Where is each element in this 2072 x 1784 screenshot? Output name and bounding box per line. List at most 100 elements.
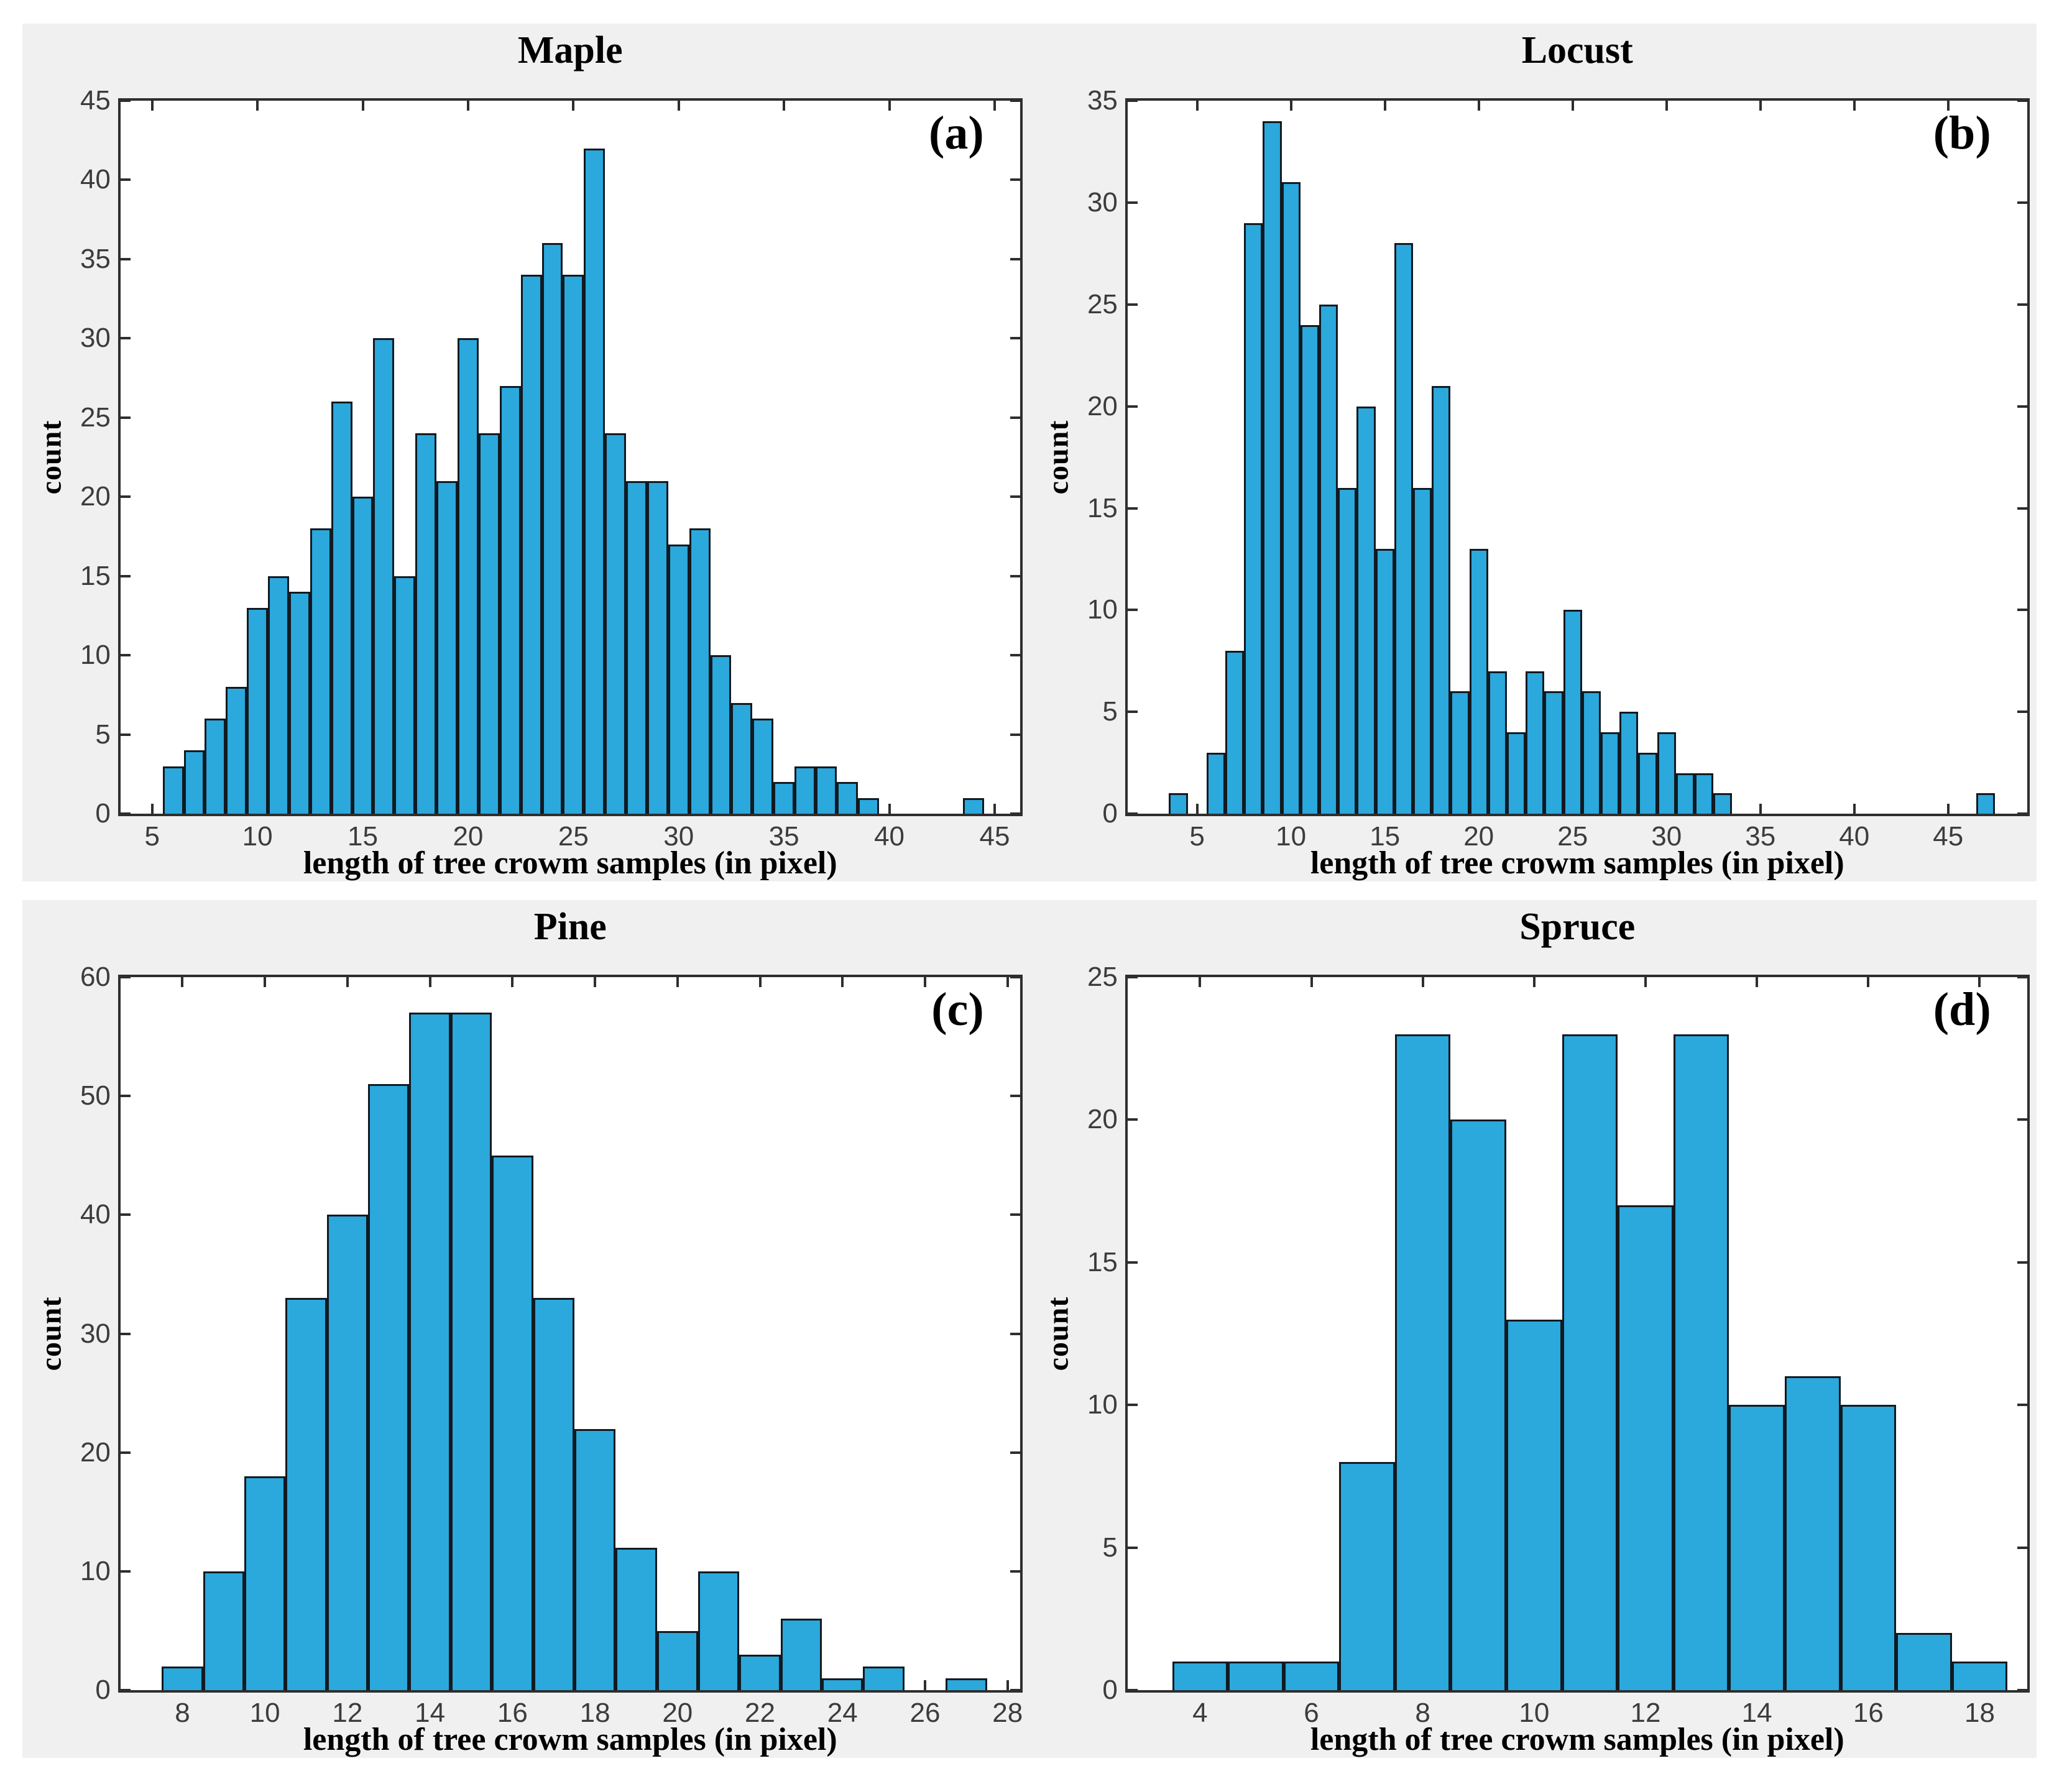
- histogram-bar: [541, 243, 563, 814]
- y-tick: [1127, 1118, 1138, 1121]
- histogram-bar: [1582, 691, 1601, 814]
- histogram-bar: [1263, 121, 1282, 814]
- histogram-bar: [162, 1666, 203, 1691]
- histogram-bar: [1544, 691, 1563, 814]
- x-tick-top: [264, 977, 267, 988]
- histogram-bar: [1488, 671, 1507, 814]
- histogram-bar: [1506, 1319, 1562, 1691]
- x-tick-label: 14: [415, 1698, 446, 1729]
- histogram-bar: [1695, 773, 1714, 814]
- x-tick-top: [783, 101, 786, 111]
- histogram-bar: [1619, 712, 1639, 814]
- x-tick-label: 25: [1557, 821, 1588, 852]
- x-tick-label: 5: [144, 821, 160, 852]
- histogram-bar: [492, 1155, 533, 1691]
- y-tick: [1127, 1689, 1138, 1692]
- panel-pine: Pine count (c) 8 10 12 14 16 18 20 22 24 26 28 0 10 2…: [22, 900, 1029, 1758]
- x-tick-label: 14: [1741, 1698, 1772, 1729]
- y-tick: [1127, 976, 1138, 979]
- plot-area: (c) 8 10 12 14 16 18 20 22 24 26 28 0 10 20 30 40 50 60: [80, 962, 1023, 1728]
- x-tick-top: [361, 101, 364, 111]
- histogram-bar: [1206, 752, 1225, 814]
- histogram-bar: [1172, 1662, 1228, 1691]
- x-tick-top: [1853, 101, 1856, 111]
- histogram-bar: [1300, 324, 1319, 814]
- x-tick-top: [150, 101, 154, 111]
- x-tick-top: [1477, 101, 1480, 111]
- y-tick: [120, 976, 131, 979]
- x-axis-label: length of tree crowm samples (in pixel): [303, 1722, 837, 1758]
- histogram-bar: [752, 719, 774, 814]
- y-tick-label: 10: [1087, 1389, 1118, 1420]
- histogram-bar: [1432, 385, 1451, 814]
- histogram-bar: [1563, 610, 1582, 814]
- x-tick-label: 45: [979, 821, 1010, 852]
- y-tick-right: [2017, 99, 2027, 103]
- histogram-bar: [1169, 793, 1188, 814]
- x-tick-top: [1571, 101, 1574, 111]
- histogram-bar: [773, 782, 795, 814]
- panel-spruce: Spruce count (d) 4 6 8 10 12 14 16 18 0 5 10 15 20 25…: [1029, 900, 2037, 1758]
- histogram-bar: [731, 702, 753, 814]
- histogram-bar: [368, 1084, 410, 1691]
- y-tick-right: [2017, 1261, 2027, 1264]
- histogram-bar: [268, 576, 289, 814]
- y-tick-right: [2017, 1118, 2027, 1121]
- histogram-bar: [863, 1666, 905, 1691]
- y-tick: [1127, 201, 1138, 204]
- histogram-bar: [1283, 1662, 1340, 1691]
- y-tick-label: 45: [80, 85, 111, 116]
- histogram-bar: [1375, 549, 1394, 814]
- y-tick: [120, 1570, 131, 1573]
- y-tick-right: [1010, 1570, 1020, 1573]
- histogram-bar: [1356, 406, 1376, 814]
- x-tick-top: [511, 977, 514, 988]
- y-tick: [1127, 609, 1138, 612]
- y-tick: [1127, 99, 1138, 103]
- y-tick: [120, 1451, 131, 1454]
- y-tick-right: [1010, 1332, 1020, 1335]
- y-tick: [1127, 1261, 1138, 1264]
- y-tick-right: [1010, 337, 1020, 340]
- x-tick: [1195, 804, 1199, 814]
- x-tick-top: [1532, 977, 1536, 988]
- y-tick: [120, 178, 131, 182]
- histogram-bar: [1673, 1034, 1729, 1691]
- histogram-bar: [373, 338, 395, 814]
- x-tick-label: 25: [558, 821, 589, 852]
- x-tick: [150, 804, 154, 814]
- histogram-bar: [1394, 243, 1413, 814]
- x-tick-label: 24: [827, 1698, 858, 1729]
- x-tick: [888, 804, 891, 814]
- histogram-bar: [520, 275, 542, 814]
- histogram-bar: [1562, 1034, 1618, 1691]
- histogram-bar: [183, 750, 205, 814]
- x-tick-label: 15: [348, 821, 378, 852]
- y-axis-label: count: [25, 98, 77, 816]
- y-tick-label: 20: [80, 481, 111, 512]
- histogram-bar: [668, 544, 689, 814]
- y-tick-label: 0: [1102, 1675, 1118, 1706]
- histogram-bar: [1394, 1034, 1451, 1691]
- y-tick-right: [1010, 178, 1020, 182]
- histogram-bar: [1450, 1120, 1507, 1691]
- y-tick: [120, 574, 131, 577]
- y-tick-label: 0: [95, 798, 111, 829]
- corner-label: (c): [931, 983, 984, 1036]
- y-tick: [1127, 710, 1138, 714]
- y-tick-label: 0: [1102, 798, 1118, 829]
- histogram-bar: [815, 766, 837, 814]
- histogram-bar: [1729, 1405, 1785, 1691]
- x-tick-top: [1665, 101, 1668, 111]
- x-tick: [1006, 1680, 1009, 1691]
- histogram-bar: [326, 1215, 369, 1691]
- panel-locust: Locust count (b) 5 10 15 20 25 30 35 40 45 0 5 10 15…: [1029, 24, 2037, 881]
- x-tick-top: [1756, 977, 1759, 988]
- y-tick-right: [2017, 201, 2027, 204]
- histogram-bar: [1228, 1662, 1284, 1691]
- histogram-bar: [1339, 1462, 1395, 1691]
- chart-title: Maple: [517, 29, 623, 71]
- y-tick: [120, 1095, 131, 1098]
- y-tick-right: [2017, 1404, 2027, 1407]
- y-tick-label: 10: [80, 640, 111, 671]
